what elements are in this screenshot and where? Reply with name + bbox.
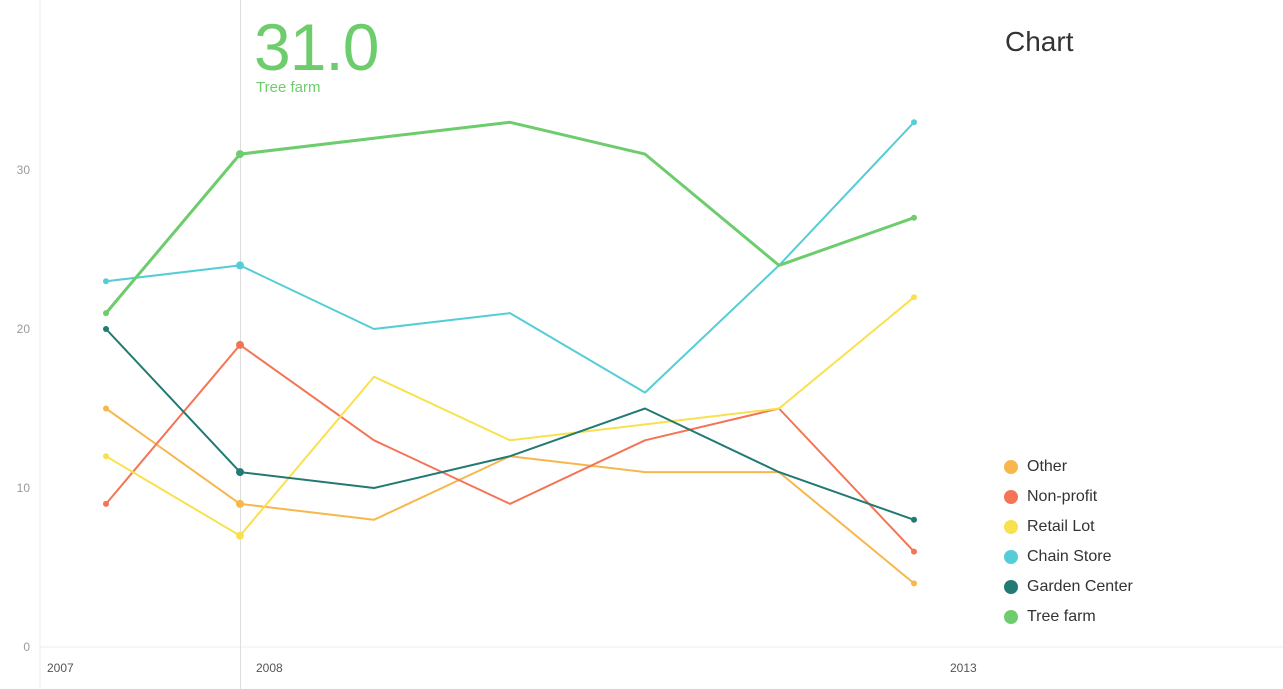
hover-readout-value: 31.0 <box>254 10 379 84</box>
legend-swatch <box>1004 460 1018 474</box>
data-point-garden-center <box>103 326 109 332</box>
legend-swatch <box>1004 610 1018 624</box>
series-line-retail-lot[interactable] <box>105 296 915 537</box>
legend-label: Garden Center <box>1027 578 1133 595</box>
data-point-retail-lot <box>911 294 917 301</box>
legend-swatch <box>1004 490 1018 504</box>
data-point-other <box>103 405 109 412</box>
series-line-other[interactable] <box>105 407 915 585</box>
legend-item-non-profit[interactable]: Non-profit <box>1004 482 1133 512</box>
legend-label: Other <box>1027 458 1068 475</box>
series-line-non-profit[interactable] <box>105 343 915 553</box>
data-point-tree-farm <box>911 214 917 221</box>
chart-title: Chart <box>1005 26 1074 57</box>
legend-swatch <box>1004 580 1018 594</box>
series-line-tree-farm[interactable] <box>104 120 916 315</box>
legend: Other Non-profit Retail Lot Chain Store Gard… <box>1004 452 1133 632</box>
y-tick-label: 30 <box>17 163 31 177</box>
legend-label: Chain Store <box>1027 548 1112 565</box>
data-point-non-profit <box>911 548 917 555</box>
legend-item-tree-farm[interactable]: Tree farm <box>1004 602 1133 632</box>
legend-item-other[interactable]: Other <box>1004 452 1133 482</box>
legend-swatch <box>1004 520 1018 534</box>
data-point-chain-store <box>911 119 917 126</box>
series-line-chain-store[interactable] <box>105 121 915 394</box>
data-point-tree-farm <box>103 310 109 317</box>
hover-point-non-profit <box>236 340 244 349</box>
legend-item-retail-lot[interactable]: Retail Lot <box>1004 512 1133 542</box>
legend-item-garden-center[interactable]: Garden Center <box>1004 572 1133 602</box>
hover-readout-label: Tree farm <box>256 79 321 96</box>
legend-swatch <box>1004 550 1018 564</box>
hover-point-chain-store <box>236 261 244 270</box>
legend-label: Non-profit <box>1027 488 1098 505</box>
hover-point-tree-farm <box>236 150 244 159</box>
legend-label: Retail Lot <box>1027 518 1095 535</box>
legend-label: Tree farm <box>1027 608 1096 625</box>
y-tick-label: 20 <box>17 322 31 336</box>
hover-point-retail-lot <box>236 531 244 540</box>
x-tick-label: 2013 <box>950 661 977 675</box>
data-point-retail-lot <box>103 453 109 460</box>
data-point-garden-center <box>911 516 917 523</box>
data-point-chain-store <box>103 278 109 285</box>
data-point-other <box>911 580 917 587</box>
hover-point-other <box>236 499 244 508</box>
x-tick-label: 2007 <box>47 661 74 675</box>
data-point-non-profit <box>103 500 109 507</box>
y-tick-label: 10 <box>17 481 31 495</box>
x-tick-label: 2008 <box>256 661 283 675</box>
hover-point-garden-center <box>236 468 244 477</box>
legend-item-chain-store[interactable]: Chain Store <box>1004 542 1133 572</box>
y-tick-label: 0 <box>23 640 30 654</box>
